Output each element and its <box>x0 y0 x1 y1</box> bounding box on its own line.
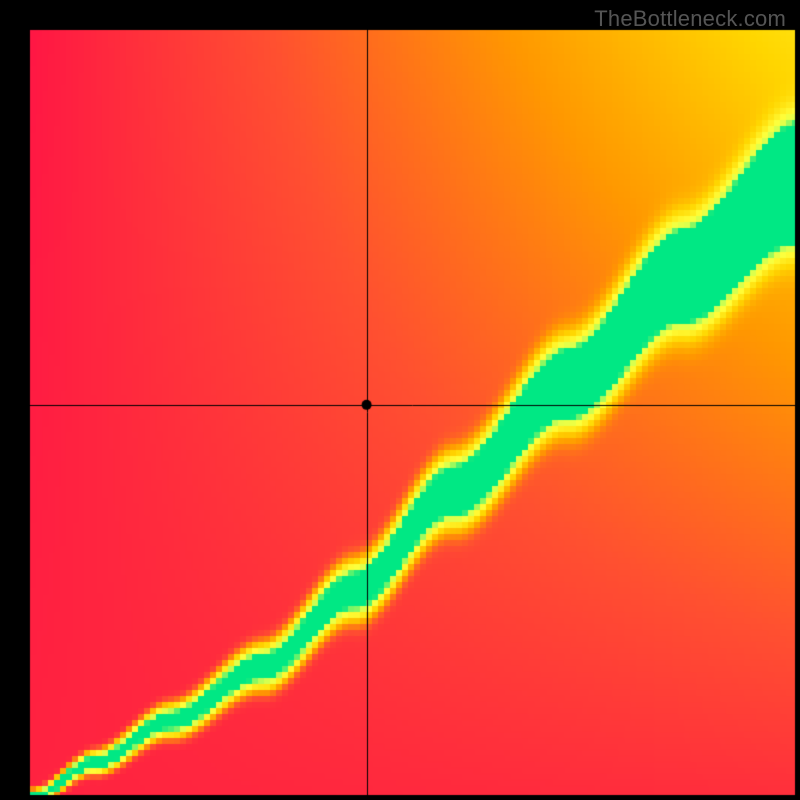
chart-container: TheBottleneck.com <box>0 0 800 800</box>
heatmap-canvas <box>0 0 800 800</box>
watermark-text: TheBottleneck.com <box>594 6 786 32</box>
